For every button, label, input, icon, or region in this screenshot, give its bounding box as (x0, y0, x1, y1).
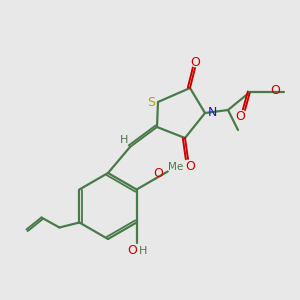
Text: N: N (207, 106, 217, 119)
Text: H: H (120, 135, 128, 145)
Text: O: O (270, 83, 280, 97)
Text: S: S (147, 95, 155, 109)
Text: O: O (128, 244, 137, 257)
Text: O: O (154, 167, 164, 180)
Text: O: O (235, 110, 245, 124)
Text: O: O (185, 160, 195, 172)
Text: O: O (190, 56, 200, 68)
Text: H: H (138, 247, 147, 256)
Text: Me: Me (168, 163, 183, 172)
